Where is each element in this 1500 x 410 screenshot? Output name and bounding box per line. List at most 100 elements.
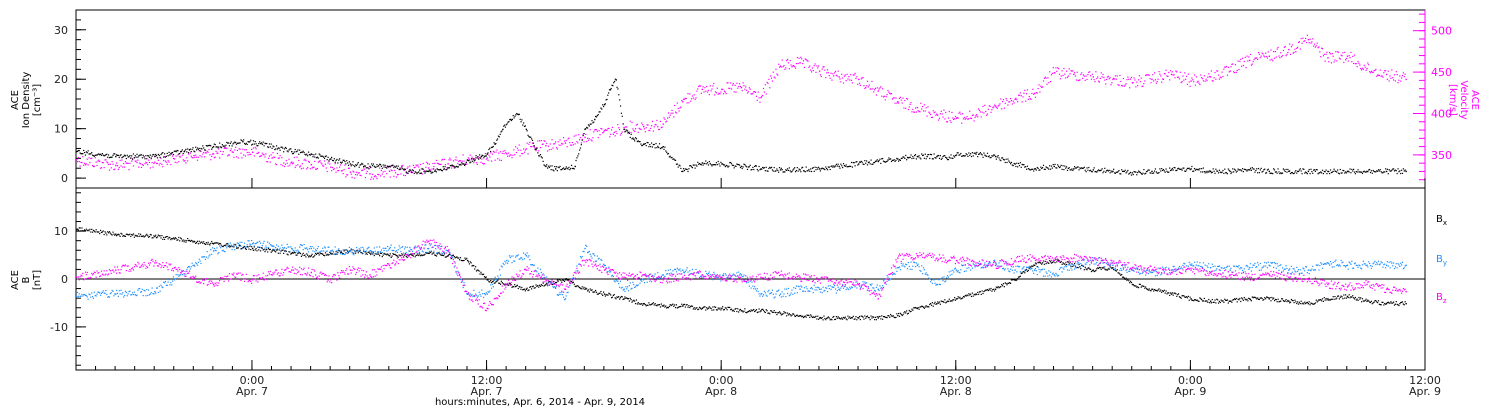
bx-sample (1401, 301, 1404, 303)
velocity-sample (894, 102, 896, 104)
bx-sample (1196, 299, 1198, 301)
bx-sample (1029, 266, 1031, 268)
velocity-sample (664, 118, 666, 120)
bx-sample (459, 259, 461, 261)
ion-density-sample (99, 154, 101, 156)
bx-sample (970, 295, 973, 298)
bx-sample (1335, 298, 1337, 300)
ion-density-sample (1236, 170, 1238, 172)
velocity-sample (462, 154, 464, 156)
ion-density-sample (940, 158, 942, 161)
velocity-sample (1225, 66, 1227, 68)
bx-sample (147, 236, 150, 238)
ion-density-sample (1396, 172, 1398, 175)
velocity-sample (337, 169, 339, 172)
velocity-sample (1114, 75, 1117, 77)
ion-density-sample (1347, 170, 1349, 172)
velocity-point (838, 76, 840, 78)
bx-sample (1036, 265, 1038, 268)
bx-sample (879, 315, 881, 318)
bx-sample (484, 276, 486, 279)
bx-sample (1235, 297, 1237, 300)
velocity-sample (1217, 74, 1220, 76)
ion-density-sample (490, 150, 492, 153)
velocity-sample (156, 162, 159, 165)
velocity-sample (921, 108, 923, 110)
bx-sample (665, 305, 667, 307)
bx-sample (773, 309, 775, 312)
by-sample (281, 244, 283, 246)
bx-sample (842, 316, 845, 319)
bx-sample (121, 233, 123, 235)
bx-sample (385, 253, 387, 255)
ion-density-sample (809, 170, 811, 172)
velocity-sample (869, 88, 871, 90)
by-sample (118, 290, 120, 292)
ion-density-sample (275, 148, 277, 150)
bx-sample (753, 308, 755, 311)
ion-density-sample (1382, 172, 1384, 174)
bx-point (1033, 264, 1036, 267)
ion-density-sample (865, 162, 867, 164)
bx-sample (206, 243, 208, 245)
bx-sample (576, 285, 578, 287)
bx-sample (803, 316, 806, 318)
by-sample (187, 267, 189, 269)
velocity-sample (437, 162, 439, 165)
ion-density-sample (986, 152, 989, 154)
ion-density-sample (1164, 171, 1166, 173)
bx-sample (457, 257, 459, 259)
ion-density-sample (1241, 168, 1244, 170)
bx-sample (1334, 295, 1336, 298)
velocity-sample (530, 146, 532, 148)
bx-sample (112, 231, 114, 233)
bx-sample (615, 298, 617, 300)
velocity-sample (942, 116, 944, 118)
bx-sample (647, 304, 649, 306)
by-sample (319, 251, 321, 253)
ion-density-sample (1292, 172, 1294, 175)
ion-density-sample (996, 156, 998, 158)
ion-density-sample (798, 168, 800, 170)
ion-density-sample (249, 141, 251, 143)
ion-density-sample (394, 165, 396, 167)
velocity-sample (594, 128, 597, 131)
bx-sample (483, 276, 486, 278)
ion-density-sample (653, 143, 655, 146)
ion-density-sample (1362, 171, 1364, 173)
bx-sample (925, 305, 927, 307)
bx-sample (476, 269, 478, 271)
ion-density-sample (391, 164, 393, 167)
velocity-sample (1261, 52, 1263, 54)
bx-sample (990, 287, 992, 290)
bx-sample (474, 268, 476, 270)
velocity-sample (320, 162, 322, 164)
velocity-sample (774, 77, 776, 79)
velocity-sample (505, 152, 507, 154)
bx-sample (618, 295, 620, 298)
bx-sample (1369, 301, 1372, 304)
ion-density-sample (95, 154, 97, 156)
ion-density-sample (756, 168, 758, 171)
velocity-sample (213, 157, 215, 159)
ion-density-sample (274, 148, 276, 151)
bx-point (427, 252, 430, 255)
velocity-sample (620, 132, 622, 135)
velocity-sample (1344, 51, 1346, 53)
velocity-sample (527, 153, 529, 155)
ion-density-sample (379, 163, 381, 165)
velocity-sample (402, 164, 404, 167)
bx-sample (620, 295, 622, 298)
velocity-point (486, 157, 488, 159)
bx-sample (1347, 296, 1349, 299)
velocity-sample (1075, 79, 1077, 81)
bx-sample (259, 250, 262, 252)
velocity-sample (1198, 82, 1200, 84)
bx-sample (1240, 300, 1242, 303)
ion-density-sample (1036, 166, 1038, 169)
bx-sample (443, 253, 446, 255)
ion-density-sample (699, 163, 702, 165)
bx-sample (613, 294, 615, 296)
ion-density-sample (683, 169, 686, 172)
bx-sample (809, 316, 811, 318)
